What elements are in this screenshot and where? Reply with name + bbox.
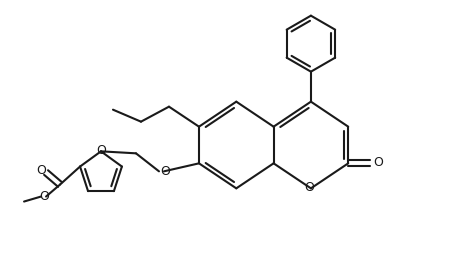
Text: O: O: [36, 164, 46, 177]
Text: O: O: [39, 190, 49, 203]
Text: O: O: [373, 156, 382, 169]
Text: O: O: [160, 165, 170, 178]
Text: O: O: [303, 181, 313, 194]
Text: O: O: [96, 144, 106, 157]
